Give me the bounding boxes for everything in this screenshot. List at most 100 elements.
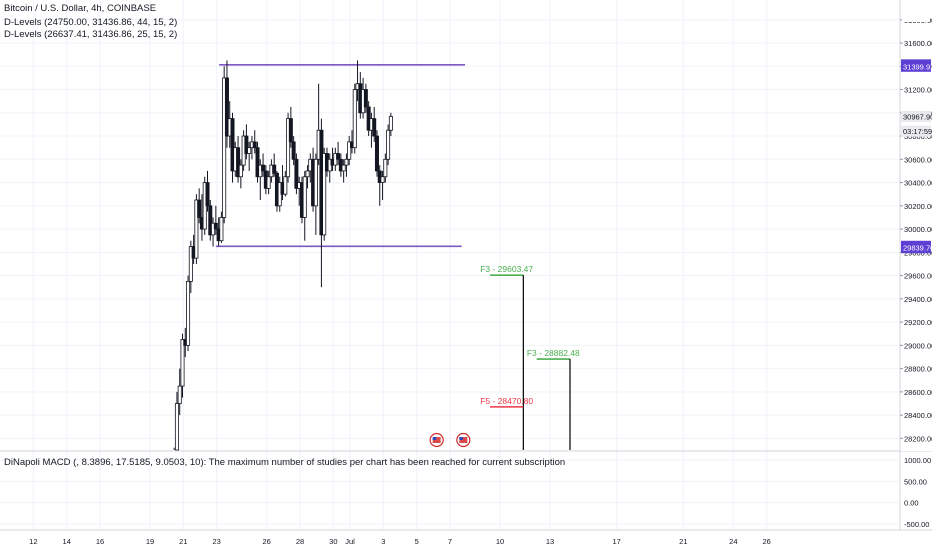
candle-body [208, 205, 213, 236]
candle-body [291, 141, 296, 160]
price-badge-label: 30967.90 [903, 113, 932, 122]
price-tick-label: 31200.00 [904, 86, 932, 95]
price-tick-label: 29400.00 [904, 295, 932, 304]
price-tick-label: 29200.00 [904, 318, 932, 327]
candle-body [230, 118, 235, 172]
price-badge-label: 29839.70 [903, 244, 932, 253]
candle-body [288, 118, 293, 143]
pane-separator[interactable] [0, 450, 932, 531]
price-badge [901, 125, 931, 137]
candle-body [286, 118, 291, 178]
candle-body [247, 147, 252, 154]
flag-canton-icon [432, 437, 437, 440]
time-tick-label: 10 [496, 537, 504, 546]
candle-body [322, 153, 327, 236]
price-tick-label: 29000.00 [904, 341, 932, 350]
candle-body [244, 135, 249, 154]
price-badge [901, 60, 931, 72]
macd-tick-label: -500.00 [904, 520, 929, 529]
time-tick-label: 14 [62, 537, 70, 546]
time-tick-label: 26 [262, 537, 270, 546]
time-tick-label: 5 [415, 537, 419, 546]
candle-body [252, 141, 257, 149]
time-tick-label: 17 [612, 537, 620, 546]
candle-body [224, 77, 229, 137]
toolbar-corner [902, 0, 930, 22]
candle-body [197, 199, 202, 218]
candle-body [174, 403, 179, 451]
candle-body [194, 199, 199, 259]
time-tick-label: 21 [679, 537, 687, 546]
flag-stripes-icon [459, 437, 468, 443]
price-badges: 31412.2031399.9230967.9003:17:5929851.99… [901, 59, 932, 254]
macd-pane-label[interactable]: DiNapoli MACD (, 8.3896, 17.5185, 9.0503… [4, 457, 566, 468]
price-axis[interactable]: 31800.0031600.0031400.0031200.0031000.00… [899, 0, 932, 530]
macd-tick-label: 1000.00 [904, 456, 931, 465]
candle-body [336, 153, 341, 160]
time-tick-label: 7 [448, 537, 452, 546]
time-tick-label: 26 [762, 537, 770, 546]
candle-body [180, 339, 185, 387]
time-tick-label: 12 [29, 537, 37, 546]
time-tick-label: 30 [329, 537, 337, 546]
time-tick-label: 28 [296, 537, 304, 546]
candlestick-series [173, 60, 393, 451]
fib-level-label: F5 - 28470.80 [480, 396, 533, 406]
time-axis-background [0, 531, 932, 550]
price-tick-label: 30400.00 [904, 179, 932, 188]
time-tick-label: 21 [179, 537, 187, 546]
flag-stripes-icon [432, 437, 441, 443]
candle-body [302, 176, 307, 218]
price-tick-label: 29600.00 [904, 272, 932, 281]
price-badge [901, 242, 931, 254]
indicator-legend-1[interactable]: D-Levels (24750.00, 31436.86, 44, 15, 2) [4, 17, 178, 28]
time-tick-label: 16 [96, 537, 104, 546]
candle-body [372, 118, 377, 137]
candle-body [283, 176, 288, 195]
time-tick-label: 24 [729, 537, 737, 546]
candle-body [363, 89, 368, 108]
time-tick-label: Jul [345, 537, 355, 546]
macd-tick-label: 500.00 [904, 477, 927, 486]
candle-body [177, 385, 182, 404]
candle-body [255, 147, 260, 178]
time-tick-label: 19 [146, 537, 154, 546]
price-tick-label: 31600.00 [904, 39, 932, 48]
candle-body [347, 141, 352, 160]
fib-level-label: F3 - 29603.47 [480, 264, 533, 274]
candle-body [305, 170, 310, 178]
candle-body [219, 217, 224, 242]
price-tick-label: 30200.00 [904, 202, 932, 211]
macd-axis[interactable]: 1000.00 500.00 0.00 -500.00 [0, 456, 931, 529]
price-badge [901, 111, 931, 123]
candle-body [352, 89, 357, 149]
symbol-title[interactable]: Bitcoin / U.S. Dollar, 4h, COINBASE [4, 3, 157, 14]
price-tick-label: 30600.00 [904, 155, 932, 164]
candle-body [205, 182, 210, 207]
time-tick-label: 3 [381, 537, 385, 546]
time-axis[interactable]: 12 14 16 19 21 23 26 28 30 Jul 3 5 7 10 13 17 21 24 26 [0, 531, 932, 550]
price-badge-label: 31399.92 [903, 62, 932, 71]
candle-body [383, 158, 388, 178]
candle-body [294, 158, 299, 189]
candle-body [380, 176, 385, 183]
candle-body [236, 147, 241, 178]
macd-tick-label: 0.00 [904, 499, 919, 508]
flag-canton-icon [459, 437, 463, 440]
candle-body [238, 164, 243, 178]
candle-body [374, 135, 379, 172]
event-markers[interactable] [429, 432, 471, 448]
price-axis-background [900, 0, 932, 451]
level-lines [215, 64, 465, 248]
price-tick-label: 28400.00 [904, 411, 932, 420]
price-badge-label: 03:17:59 [903, 127, 932, 136]
candle-body [386, 129, 391, 160]
price-tick-label: 28200.00 [904, 434, 932, 443]
candle-body [222, 77, 227, 218]
indicator-legend-2[interactable]: D-Levels (26637.41, 31436.86, 25, 15, 2) [4, 29, 178, 40]
chart-grid [0, 0, 900, 530]
fib-levels: F3 - 29603.47 F5 - 28470.80 F3 - 28882.48 [480, 264, 580, 450]
time-tick-label: 23 [212, 537, 220, 546]
candle-body [213, 222, 218, 230]
